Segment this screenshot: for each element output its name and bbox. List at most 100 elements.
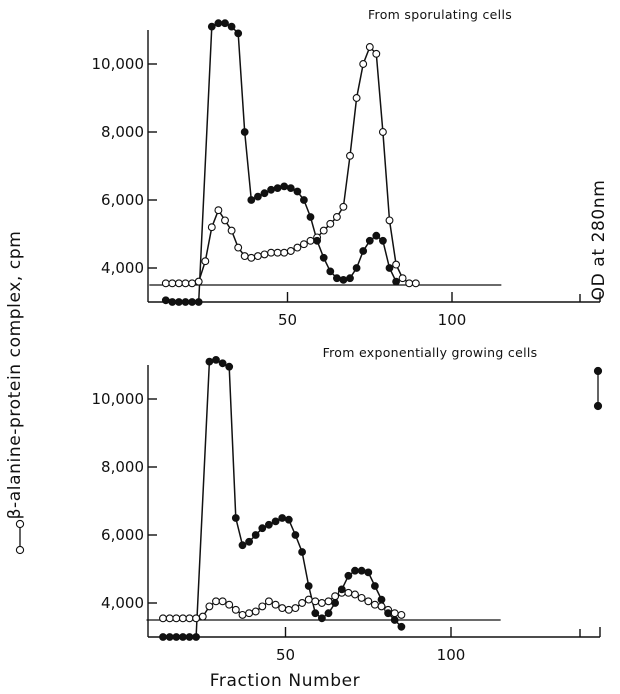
data-point-open (221, 216, 229, 225)
data-point-filled (207, 22, 216, 31)
data-point-filled (365, 236, 374, 245)
data-point-open (346, 151, 354, 160)
data-point-filled (245, 537, 254, 546)
open-legend-marker-top (15, 519, 25, 529)
data-point-filled (372, 231, 381, 240)
data-point-filled (260, 189, 269, 198)
data-point-open (372, 49, 381, 58)
data-point-filled (326, 267, 335, 276)
data-point-filled (397, 622, 406, 631)
data-point-open (245, 609, 254, 618)
data-point-filled (385, 264, 394, 272)
data-point-filled (293, 187, 302, 196)
data-point-open (260, 250, 269, 259)
data-point-open (271, 600, 280, 609)
data-point-filled (313, 236, 322, 245)
data-point-open (194, 277, 203, 286)
data-point-filled (267, 185, 276, 194)
data-point-open (385, 216, 394, 225)
data-point-open (280, 248, 289, 257)
data-point-filled (318, 614, 326, 623)
data-point-open (264, 597, 273, 606)
data-point-open (397, 610, 406, 619)
data-point-open (238, 610, 247, 619)
data-point-filled (240, 128, 249, 136)
data-point-open (392, 260, 401, 269)
data-point-filled (359, 247, 368, 255)
data-point-open (227, 226, 236, 235)
x-tick-label: 50 (276, 646, 295, 664)
data-point-open (332, 213, 341, 221)
data-point-filled (273, 184, 282, 193)
data-point-open (293, 243, 302, 252)
x-tick-label: 100 (438, 311, 467, 329)
data-point-filled (352, 264, 361, 272)
data-point-filled (254, 192, 262, 201)
data-point-open (188, 279, 197, 288)
filled-legend-marker-bottom (593, 401, 603, 411)
data-point-filled (351, 566, 359, 575)
series-line-filled (163, 359, 402, 638)
data-point-open (405, 279, 414, 288)
data-point-filled (324, 609, 333, 618)
data-point-open (231, 605, 240, 614)
data-point-open (205, 602, 214, 611)
data-point-open (298, 599, 307, 607)
data-point-filled (298, 548, 307, 556)
data-point-filled (172, 633, 181, 641)
data-point-open (377, 602, 386, 611)
y-tick-label: 8,000 (101, 458, 144, 476)
data-point-open (299, 240, 308, 249)
data-point-filled (265, 520, 273, 529)
data-point-open (291, 604, 300, 613)
data-point-filled (392, 277, 401, 286)
data-point-open (331, 592, 340, 601)
data-point-filled (227, 22, 236, 31)
data-point-open (267, 248, 276, 257)
data-point-open (247, 253, 256, 262)
data-point-open (273, 248, 282, 257)
data-point-filled (185, 633, 194, 641)
data-point-filled (271, 517, 280, 526)
x-tick-label: 50 (278, 311, 297, 329)
data-point-filled (311, 609, 320, 618)
data-point-filled (390, 616, 399, 624)
data-point-open (304, 595, 313, 604)
data-point-filled (280, 182, 289, 191)
data-point-filled (238, 541, 247, 550)
data-point-open (378, 128, 387, 136)
y-tick-label: 10,000 (92, 55, 145, 73)
panel-exponentially-growing-cells: 4,000 6,000 8,000 10,000 50 100 From exponenti… (92, 345, 601, 664)
data-point-open (185, 614, 194, 623)
data-point-filled (306, 213, 315, 221)
data-point-open (351, 590, 359, 599)
data-point-filled (205, 357, 214, 366)
panel-sporulating-cells: 4,000 6,000 8,000 10,000 50 100 From sporulati… (92, 7, 601, 329)
data-point-open (398, 274, 407, 283)
data-point-open (201, 257, 210, 266)
data-point-filled (319, 253, 328, 262)
data-point-open (168, 279, 177, 288)
data-point-filled (192, 633, 201, 641)
data-point-open (159, 614, 167, 623)
data-point-filled (377, 595, 386, 604)
data-point-open (253, 252, 262, 261)
data-point-open (212, 597, 220, 606)
data-point-filled (231, 514, 240, 522)
data-point-open (326, 219, 335, 228)
data-point-open (258, 602, 267, 611)
data-point-open (324, 597, 333, 606)
left-axis-title: β-alanine-protein complex, cpm (5, 231, 25, 520)
data-point-filled (379, 236, 387, 245)
data-point-filled (291, 531, 300, 539)
data-point-open (181, 279, 190, 288)
data-point-filled (218, 359, 227, 368)
data-point-filled (181, 298, 190, 306)
data-point-open (172, 614, 181, 623)
data-point-open (198, 612, 207, 621)
data-point-filled (258, 524, 267, 533)
data-point-filled (251, 531, 260, 539)
x-axis-title: Fraction Number (210, 671, 361, 691)
data-point-filled (344, 571, 353, 580)
